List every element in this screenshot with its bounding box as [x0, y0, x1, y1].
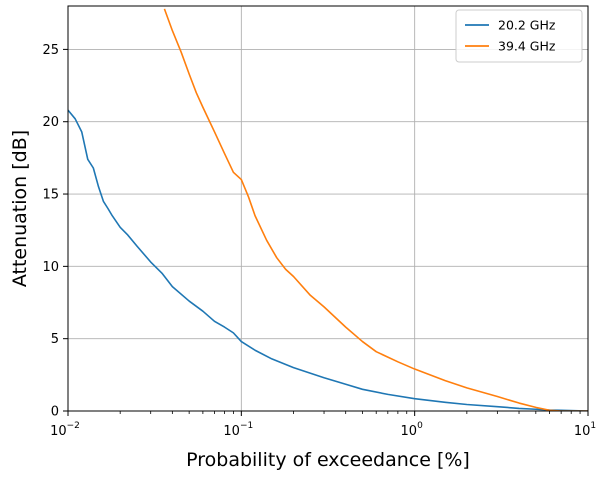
plot-layer [68, 8, 588, 411]
y-axis-label: Attenuation [dB] [9, 130, 31, 287]
y-tick-label: 0 [51, 405, 59, 420]
y-tick-label: 5 [51, 332, 59, 347]
legend-label: 20.2 GHz [498, 18, 556, 33]
series-line [163, 8, 588, 411]
legend: 20.2 GHz 39.4 GHz [455, 9, 583, 63]
legend-box [455, 9, 583, 63]
legend-label: 39.4 GHz [498, 39, 556, 54]
x-axis-label: Probability of exceedance [%] [186, 449, 470, 471]
y-tick-label: 25 [42, 43, 59, 58]
y-tick-label: 15 [42, 188, 59, 203]
y-tick-label: 10 [42, 260, 59, 275]
series-line [68, 109, 588, 411]
plot-frame [67, 5, 589, 412]
y-tick-label: 20 [42, 115, 59, 130]
